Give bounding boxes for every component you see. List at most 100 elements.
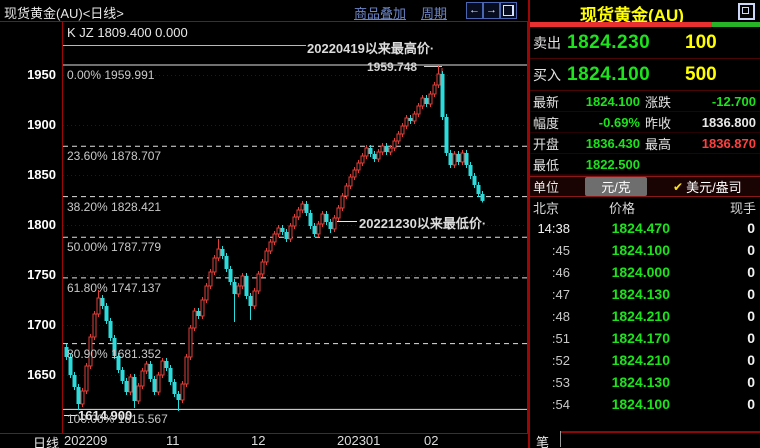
x-axis-tick: 02 xyxy=(424,433,439,448)
trade-time: :53 xyxy=(551,374,570,390)
trade-row: :47 1824.130 0 xyxy=(530,283,760,305)
col-header-time: 北京 xyxy=(533,200,560,216)
trade-price: 1824.000 xyxy=(611,264,670,280)
trade-volume: 0 xyxy=(747,396,755,412)
ratio-red-portion xyxy=(530,22,712,27)
trade-volume: 0 xyxy=(747,308,755,324)
trade-price: 1824.210 xyxy=(611,352,670,368)
y-axis-tick: 1950 xyxy=(27,67,56,82)
quote-info-row: 幅度 -0.69% 昨收 1836.800 xyxy=(530,112,760,133)
low-price-label: 1614.900 xyxy=(78,408,133,423)
info-label: 最新 xyxy=(533,94,560,110)
sell-price: 1824.230 xyxy=(567,31,651,53)
sell-row: 卖出 1824.230 100 xyxy=(530,27,760,59)
trades-table-header: 北京 价格 现手 xyxy=(530,197,760,217)
y-axis-tick: 1800 xyxy=(27,217,56,232)
quote-info-row: 最低 1822.500 xyxy=(530,154,760,175)
next-arrow-icon[interactable]: → xyxy=(483,2,500,19)
trade-row: :45 1824.100 0 xyxy=(530,239,760,261)
x-axis-tick: 12 xyxy=(251,433,266,448)
fib-level-label: 61.80% 1747.137 xyxy=(67,280,162,295)
restore-window-icon[interactable] xyxy=(738,3,755,20)
trade-price: 1824.130 xyxy=(611,286,670,302)
trade-row: :52 1824.210 0 xyxy=(530,349,760,371)
overlay-menu-item[interactable]: 商品叠加 xyxy=(354,6,407,21)
info-label: 最低 xyxy=(533,157,560,173)
unit-cny-button[interactable]: 元/克 xyxy=(585,177,647,196)
split-view-icon[interactable] xyxy=(500,2,517,19)
fib-level-label: 23.60% 1878.707 xyxy=(67,149,162,164)
buy-sell-ratio-bar xyxy=(530,22,760,27)
trade-time: 14:38 xyxy=(537,220,570,236)
trade-time: :54 xyxy=(551,396,570,412)
y-axis-tick: 1700 xyxy=(27,317,56,332)
ratio-green-portion xyxy=(711,22,760,27)
trade-volume: 0 xyxy=(747,264,755,280)
sell-label: 卖出 xyxy=(533,34,561,51)
unit-usd-button[interactable]: 美元/盎司 xyxy=(686,180,742,195)
trade-price: 1824.470 xyxy=(611,220,670,236)
candlestick-chart[interactable] xyxy=(0,0,530,448)
tab-bar-line xyxy=(560,431,760,433)
quote-info-grid: 最新 1824.100 涨跌 -12.700 幅度 -0.69% 昨收 1836.800 开盘 1… xyxy=(530,91,760,176)
trade-volume: 0 xyxy=(747,374,755,390)
fib-level-label: 50.00% 1787.779 xyxy=(67,240,162,255)
quote-info-row: 最新 1824.100 涨跌 -12.700 xyxy=(530,91,760,112)
info-label: 幅度 xyxy=(533,115,560,131)
chart-panel[interactable]: 现货黄金(AU)<日线> 商品叠加 周期 ← → K JZ 1809.400 0… xyxy=(0,0,530,448)
trade-volume: 0 xyxy=(747,242,755,258)
fib-level-label: 80.90% 1681.352 xyxy=(67,346,162,361)
period-label: 日线 xyxy=(33,436,60,448)
trade-price: 1824.210 xyxy=(611,308,670,324)
trade-time: :51 xyxy=(551,330,570,346)
info-label: 开盘 xyxy=(533,136,560,152)
trade-row: :48 1824.210 0 xyxy=(530,305,760,327)
trade-price: 1824.170 xyxy=(611,330,670,346)
info-value: -0.69% xyxy=(598,114,640,130)
buy-size: 500 xyxy=(685,63,717,85)
quote-title-row: 现货黄金(AU) xyxy=(530,0,760,25)
info-value: 1836.800 xyxy=(701,114,756,130)
y-axis-tick: 1750 xyxy=(27,267,56,282)
info-value: 1822.500 xyxy=(585,156,640,172)
tab-divider xyxy=(560,431,561,447)
highest-price-annotation: 20220419以来最高价· xyxy=(307,41,435,56)
fib-level-label: 100.00% 1615.567 xyxy=(67,412,168,427)
quote-info-row: 开盘 1836.430 最高 1836.870 xyxy=(530,133,760,154)
info-value: 1824.100 xyxy=(585,93,640,109)
bottom-tab-bar: 笔 xyxy=(530,431,760,448)
trades-table: 14:38 1824.470 0:45 1824.100 0:46 1824.000 0:4… xyxy=(530,217,760,415)
trade-volume: 0 xyxy=(747,220,755,236)
prev-arrow-icon[interactable]: ← xyxy=(466,2,483,19)
fib-level-label: 0.00% 1959.991 xyxy=(67,68,155,82)
col-header-price: 价格 xyxy=(608,200,635,216)
trade-volume: 0 xyxy=(747,286,755,302)
x-axis-tick: 202301 xyxy=(337,433,381,448)
trade-volume: 0 xyxy=(747,330,755,346)
trade-time: :52 xyxy=(551,352,570,368)
trade-price: 1824.100 xyxy=(611,396,670,412)
period-menu-item[interactable]: 周期 xyxy=(421,6,448,21)
split-view-glyph-bar xyxy=(512,5,514,16)
restore-window-glyph xyxy=(742,7,749,14)
x-axis-tick: 11 xyxy=(166,433,180,448)
trade-row: :51 1824.170 0 xyxy=(530,327,760,349)
info-label: 涨跌 xyxy=(645,94,672,110)
x-axis-tick: 202209 xyxy=(64,433,108,448)
trade-time: :48 xyxy=(551,308,570,324)
buy-price: 1824.100 xyxy=(567,63,651,85)
kline-info: K JZ 1809.400 0.000 xyxy=(67,25,188,40)
peak-price-label: 1959.748 xyxy=(367,60,418,74)
chart-topbar: 现货黄金(AU)<日线> 商品叠加 周期 ← → xyxy=(0,0,530,22)
tab-bi[interactable]: 笔 xyxy=(536,435,550,448)
buy-label: 买入 xyxy=(533,66,561,83)
trade-time: :45 xyxy=(551,242,570,258)
trade-time: :46 xyxy=(551,264,570,280)
trade-row: 14:38 1824.470 0 xyxy=(530,217,760,239)
buy-row: 买入 1824.100 500 xyxy=(530,59,760,91)
lowest-price-annotation: 20221230以来最低价· xyxy=(359,216,487,231)
col-header-volume: 现手 xyxy=(729,200,756,216)
info-label: 昨收 xyxy=(645,115,672,131)
info-value: 1836.870 xyxy=(701,135,756,151)
check-icon: ✔ xyxy=(673,179,684,194)
